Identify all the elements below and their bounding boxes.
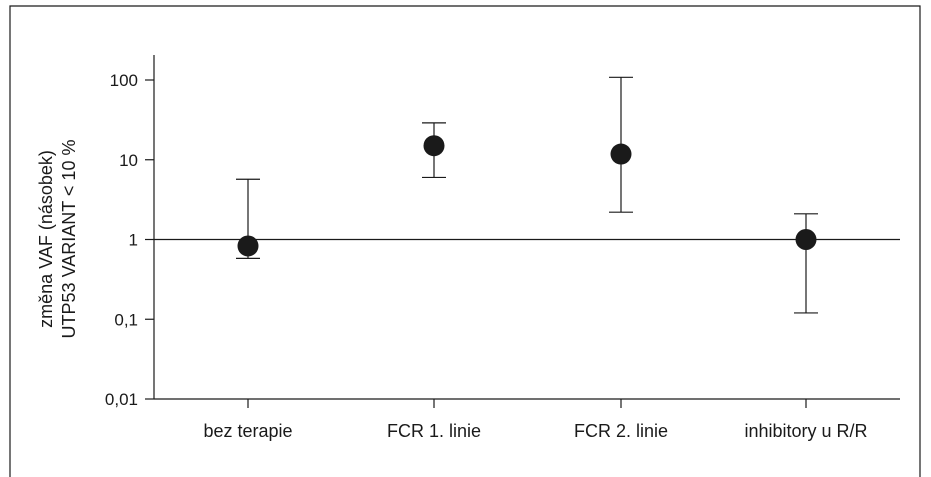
data-series [236, 76, 818, 314]
data-point [795, 229, 817, 250]
x-category-label: FCR 2. linie [574, 421, 668, 441]
x-category-label: FCR 1. linie [387, 421, 481, 441]
data-point-group [422, 122, 446, 179]
x-category-label: bez terapie [203, 421, 292, 441]
data-point-group [609, 76, 633, 213]
data-point-group [794, 213, 818, 314]
y-tick-label: 100 [110, 71, 138, 90]
y-ticks: 100 10 1 0,1 0,01 [105, 71, 154, 409]
data-point [610, 143, 632, 165]
x-category-label: inhibitory u R/R [744, 421, 867, 441]
y-tick-label: 0,01 [105, 390, 138, 409]
y-tick-label: 0,1 [114, 310, 138, 329]
y-tick-label: 10 [119, 151, 138, 170]
y-tick-label: 1 [129, 231, 138, 250]
chart-border [9, 5, 921, 477]
data-point-group [236, 178, 260, 259]
y-axis-title-line1: změna VAF (násobek) [36, 150, 56, 328]
y-axis-title: změna VAF (násobek) UTP53 VARIANT < 10 % [36, 140, 79, 339]
data-point [237, 235, 259, 257]
x-categories: bez terapie FCR 1. linie FCR 2. linie inhib… [203, 399, 868, 441]
data-point [423, 135, 445, 157]
y-axis-title-line2: UTP53 VARIANT < 10 % [59, 140, 79, 339]
